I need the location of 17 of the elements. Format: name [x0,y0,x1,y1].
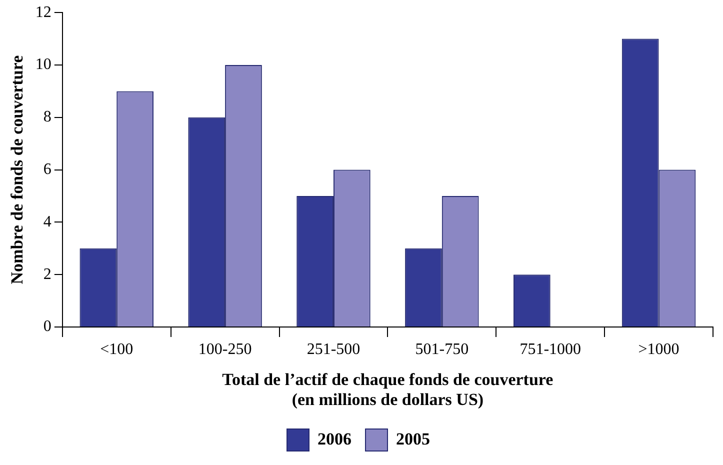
x-tick-label: 251-500 [306,340,360,358]
x-tick-label: <100 [100,340,134,358]
x-axis-title: Total de l’actif de chaque fonds de couverture (en millions de dollars US) [222,370,554,410]
y-axis-title: Nombre de fonds de couverture [8,54,27,284]
x-tick-label: >1000 [638,340,680,358]
y-tick-label: 4 [43,213,52,230]
y-tick-label: 2 [43,266,52,283]
x-tick-label: 501-750 [415,340,469,358]
x-tick-label: 751-1000 [520,340,582,358]
y-tick-label: 12 [35,4,52,21]
y-tick-label: 8 [43,108,52,126]
legend-label: 2005 [396,429,430,448]
x-tick-label: 100-250 [198,340,252,358]
y-tick-label: 10 [35,56,52,74]
legend-label: 2006 [318,429,352,448]
y-tick-label: 6 [43,161,52,178]
y-tick-label: 0 [43,318,52,336]
